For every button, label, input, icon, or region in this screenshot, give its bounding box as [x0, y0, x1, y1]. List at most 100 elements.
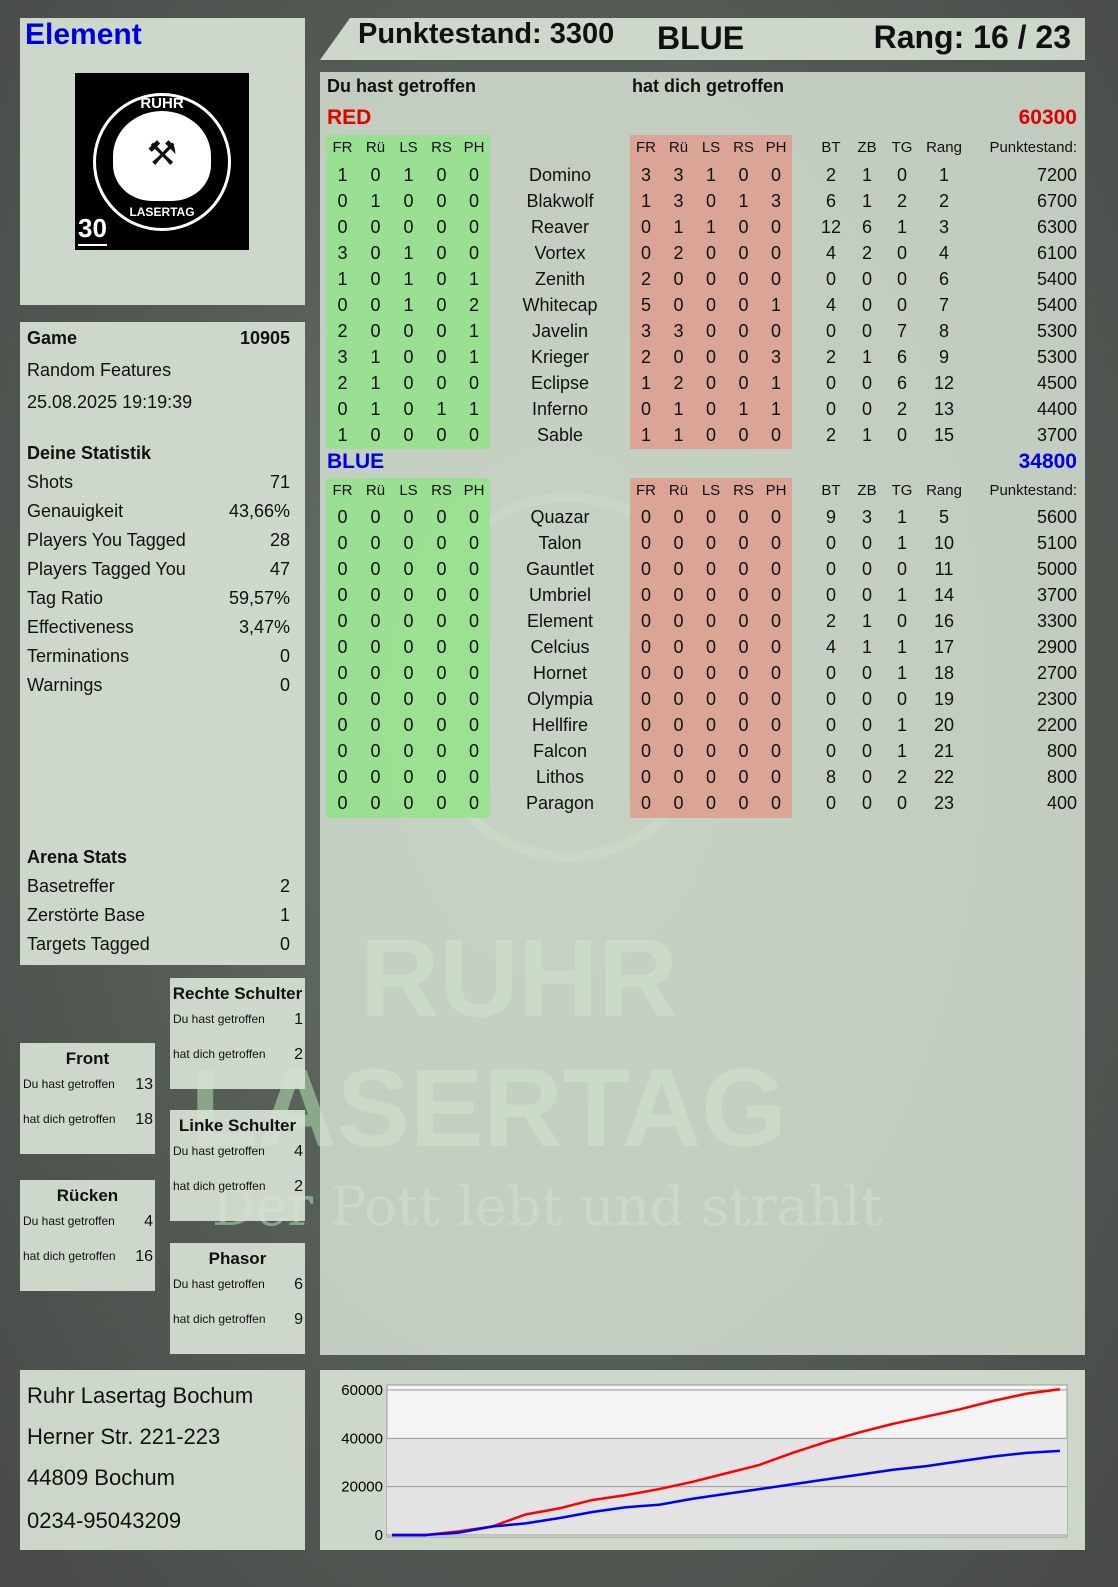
column-header [490, 478, 630, 504]
cell: 17 [933, 637, 955, 657]
cell: 0 [770, 321, 781, 341]
player-row[interactable]: 1 0 0 0 0 Sable 1 1 0 0 0 2 1 0 15 3700 [326, 422, 1077, 448]
stat-value: 2 [279, 876, 290, 896]
cell: 0 [370, 741, 381, 761]
zone-title: Rücken [56, 1186, 119, 1205]
cell: 0 [370, 217, 381, 237]
player-row[interactable]: 0 1 0 1 1 Inferno 0 1 0 1 1 0 0 2 13 4400 [326, 396, 1077, 422]
player-row[interactable]: 1 0 1 0 1 Zenith 2 0 0 0 0 0 0 0 6 5400 [326, 266, 1077, 292]
cell: 0 [896, 689, 907, 709]
cell: 3 [640, 165, 651, 185]
cell: 1 [896, 741, 907, 761]
cell: 0 [640, 399, 651, 419]
zone-hit-label: Du hast getroffen [23, 1214, 115, 1228]
cell: 1 [640, 373, 651, 393]
cell: 0 [738, 321, 749, 341]
cell: 0 [640, 637, 651, 657]
cell: 1 [861, 191, 872, 211]
player-name: Hornet [532, 663, 588, 683]
player-row[interactable]: 2 0 0 0 1 Javelin 3 3 0 0 0 0 0 7 8 5300 [326, 318, 1077, 344]
player-row[interactable]: 3 1 0 0 1 Krieger 2 0 0 0 3 2 1 6 9 5300 [326, 344, 1077, 370]
player-row[interactable]: 0 1 0 0 0 Blakwolf 1 3 0 1 3 6 1 2 2 6700 [326, 188, 1077, 214]
cell: 2900 [1036, 637, 1077, 657]
cell: 1 [738, 191, 749, 211]
cell: 0 [738, 533, 749, 553]
hit-zone-box: Phasor Du hast getroffen 6 hat dich getroff… [170, 1243, 305, 1354]
cell: 0 [896, 295, 907, 315]
cell: 0 [825, 559, 836, 579]
cell: 0 [403, 715, 414, 735]
column-header: BT [821, 482, 841, 499]
cell: 0 [403, 663, 414, 683]
cell: 0 [738, 295, 749, 315]
cell: 12 [820, 217, 842, 237]
cell: 0 [673, 585, 684, 605]
cell: 0 [705, 243, 716, 263]
cell: 6 [825, 191, 836, 211]
player-row[interactable]: 0 0 0 0 0 Talon 0 0 0 0 0 0 0 1 10 5100 [326, 530, 1077, 556]
cell: 0 [436, 585, 447, 605]
player-row[interactable]: 0 0 0 0 0 Olympia 0 0 0 0 0 0 0 0 19 2300 [326, 686, 1077, 712]
column-header: LS [399, 139, 418, 156]
column-header: PH [765, 139, 787, 156]
zone-hit-label: Du hast getroffen [173, 1144, 265, 1158]
stat-row: Players You Tagged 28 [27, 530, 290, 551]
you-hit-heading: Du hast getroffen [327, 76, 477, 96]
player-row[interactable]: 0 0 0 0 0 Umbriel 0 0 0 0 0 0 0 1 14 3700 [326, 582, 1077, 608]
cell: 1 [770, 399, 781, 419]
ruhr-lasertag-logo: ⚒ RUHR LASERTAG 30 [75, 73, 249, 250]
cell: 0 [705, 399, 716, 419]
cell: 2 [825, 425, 836, 445]
cell: 0 [403, 533, 414, 553]
player-name: Talon [538, 533, 582, 553]
column-header: Punktestand: [989, 482, 1077, 499]
cell: 0 [770, 559, 781, 579]
cell: 5300 [1036, 321, 1077, 341]
cell: 0 [738, 793, 749, 813]
cell: 0 [436, 217, 447, 237]
cell: 4 [825, 295, 836, 315]
cell: 3 [673, 191, 684, 211]
cell: 0 [825, 373, 836, 393]
cell: 0 [825, 663, 836, 683]
player-team: BLUE [657, 20, 745, 56]
cell: 1 [403, 165, 414, 185]
player-row[interactable]: 2 1 0 0 0 Eclipse 1 2 0 0 1 0 0 6 12 4500 [326, 370, 1077, 396]
cell: 0 [370, 533, 381, 553]
player-row[interactable]: 0 0 0 0 0 Celcius 0 0 0 0 0 4 1 1 17 2900 [326, 634, 1077, 660]
cell: 1 [861, 165, 872, 185]
cell: 0 [436, 533, 447, 553]
cell: 0 [468, 559, 479, 579]
cell: 0 [337, 767, 348, 787]
player-row[interactable]: 0 0 0 0 0 Gauntlet 0 0 0 0 0 0 0 0 11 5000 [326, 556, 1077, 582]
cell: 5000 [1036, 559, 1077, 579]
cell: 2 [896, 767, 907, 787]
player-row[interactable]: 0 0 0 0 0 Quazar 0 0 0 0 0 9 3 1 5 5600 [326, 504, 1077, 530]
cell: 0 [640, 507, 651, 527]
cell: 0 [370, 269, 381, 289]
cell: 1 [673, 425, 684, 445]
cell: 0 [403, 793, 414, 813]
player-row[interactable]: 0 0 1 0 2 Whitecap 5 0 0 0 1 4 0 0 7 5400 [326, 292, 1077, 318]
stat-value: 0 [279, 934, 290, 954]
zone-got-value: 2 [294, 1046, 303, 1063]
player-row[interactable]: 3 0 1 0 0 Vortex 0 2 0 0 0 4 2 0 4 6100 [326, 240, 1077, 266]
player-row[interactable]: 1 0 1 0 0 Domino 3 3 1 0 0 2 1 0 1 7200 [326, 162, 1077, 188]
cell: 1 [896, 715, 907, 735]
player-row[interactable]: 0 0 0 0 0 Lithos 0 0 0 0 0 8 0 2 22 800 [326, 764, 1077, 790]
cell: 0 [370, 243, 381, 263]
column-header: Rang [926, 139, 962, 156]
column-header: FR [636, 139, 656, 156]
player-row[interactable]: 0 0 0 0 0 Reaver 0 1 1 0 0 12 6 1 3 6300 [326, 214, 1077, 240]
team-name: RED [327, 106, 372, 129]
player-row[interactable]: 0 0 0 0 0 Paragon 0 0 0 0 0 0 0 0 23 400 [326, 790, 1077, 816]
cell: 0 [673, 793, 684, 813]
player-row[interactable]: 0 0 0 0 0 Falcon 0 0 0 0 0 0 0 1 21 800 [326, 738, 1077, 764]
player-row[interactable]: 0 0 0 0 0 Hellfire 0 0 0 0 0 0 0 1 20 2200 [326, 712, 1077, 738]
player-row[interactable]: 0 0 0 0 0 Element 0 0 0 0 0 2 1 0 16 3300 [326, 608, 1077, 634]
cell: 1 [640, 191, 651, 211]
cell: 0 [673, 741, 684, 761]
cell: 0 [468, 741, 479, 761]
cell: 0 [370, 425, 381, 445]
player-row[interactable]: 0 0 0 0 0 Hornet 0 0 0 0 0 0 0 1 18 2700 [326, 660, 1077, 686]
